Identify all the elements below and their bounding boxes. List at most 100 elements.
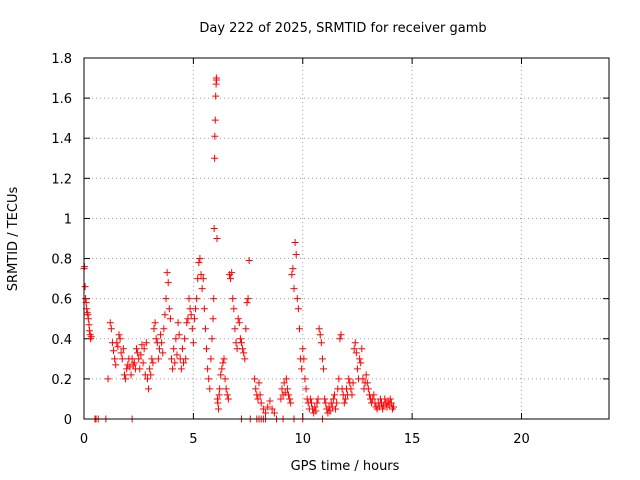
data-point <box>230 305 238 313</box>
data-point <box>352 349 360 357</box>
data-point <box>358 345 366 353</box>
data-point <box>370 391 378 399</box>
data-point <box>142 339 150 347</box>
data-point <box>158 339 166 347</box>
data-point <box>188 325 196 333</box>
data-point <box>340 399 348 407</box>
data-point <box>294 305 302 313</box>
y-axis-label: SRMTID / TECUs <box>6 187 21 292</box>
data-point <box>245 257 253 265</box>
data-point <box>256 391 264 399</box>
y-tick-label: 0.6 <box>51 293 72 308</box>
data-point <box>85 327 93 335</box>
data-point <box>240 349 248 357</box>
data-point <box>190 315 198 323</box>
data-point <box>353 365 361 373</box>
data-point <box>270 409 278 417</box>
data-point <box>221 375 229 383</box>
data-point <box>133 345 140 353</box>
data-point <box>159 349 167 357</box>
data-point <box>306 395 314 403</box>
data-point <box>149 359 157 367</box>
data-point <box>146 365 154 373</box>
plot-frame <box>83 57 610 420</box>
data-point <box>128 355 136 363</box>
data-point <box>290 285 298 293</box>
data-point <box>228 269 236 277</box>
data-point <box>315 325 323 333</box>
data-point <box>157 331 165 339</box>
data-point <box>291 239 299 247</box>
data-point <box>180 359 188 367</box>
y-tick-label: 0.4 <box>51 333 72 348</box>
data-point <box>282 375 290 383</box>
data-point <box>87 333 95 341</box>
y-tick-label: 1.6 <box>51 92 72 107</box>
data-point <box>252 385 260 393</box>
data-point <box>301 375 309 383</box>
data-point <box>264 403 272 411</box>
data-point <box>165 305 173 313</box>
data-point <box>211 132 219 140</box>
data-point <box>171 359 179 367</box>
data-point <box>169 365 177 373</box>
data-point <box>337 331 345 339</box>
data-point <box>330 391 338 399</box>
data-point <box>224 395 232 403</box>
data-point <box>218 365 226 373</box>
data-point <box>85 321 93 329</box>
data-point <box>387 399 395 407</box>
data-point <box>192 305 200 313</box>
data-point <box>145 385 153 393</box>
data-point <box>84 315 92 323</box>
data-point <box>81 283 89 291</box>
data-point <box>262 409 270 417</box>
data-point <box>174 319 182 327</box>
data-point <box>198 285 206 293</box>
data-point <box>312 407 320 415</box>
data-point <box>148 355 156 363</box>
data-point <box>259 405 267 413</box>
data-point <box>289 265 297 273</box>
data-point <box>298 365 306 373</box>
axis-ticks: 0 0.2 0.4 0.6 0.8 1 1.2 1.4 1.6 1.8 0 5 10 15 20 <box>51 52 609 447</box>
data-point <box>140 345 148 353</box>
data-point <box>120 371 128 379</box>
data-point <box>107 325 115 333</box>
data-point <box>283 385 291 393</box>
data-point <box>222 385 230 393</box>
data-point <box>163 269 171 277</box>
data-point <box>390 403 398 411</box>
data-point <box>350 345 358 353</box>
chart-title: Day 222 of 2025, SRMTID for receiver gam… <box>199 21 486 36</box>
data-point <box>333 399 341 407</box>
data-point <box>181 335 189 343</box>
data-point <box>285 391 293 399</box>
data-point <box>241 355 249 363</box>
data-point <box>326 407 334 415</box>
data-point <box>206 385 214 393</box>
data-point <box>200 305 208 313</box>
data-point <box>193 295 201 303</box>
data-point <box>170 345 178 353</box>
data-point <box>151 319 159 327</box>
data-point <box>313 399 321 407</box>
data-point <box>299 345 307 353</box>
data-point <box>351 339 359 347</box>
data-point <box>300 355 308 363</box>
data-point <box>316 331 324 339</box>
data-point <box>185 295 193 303</box>
data-point <box>244 295 252 303</box>
data-point <box>112 361 120 369</box>
data-point <box>182 355 190 363</box>
data-point <box>215 391 223 399</box>
data-point <box>177 365 185 373</box>
data-point <box>137 351 145 359</box>
data-point <box>234 315 242 323</box>
y-tick-label: 0 <box>64 413 72 428</box>
data-point <box>311 403 319 411</box>
data-point <box>223 391 231 399</box>
data-point <box>187 311 195 319</box>
data-point <box>236 335 244 343</box>
